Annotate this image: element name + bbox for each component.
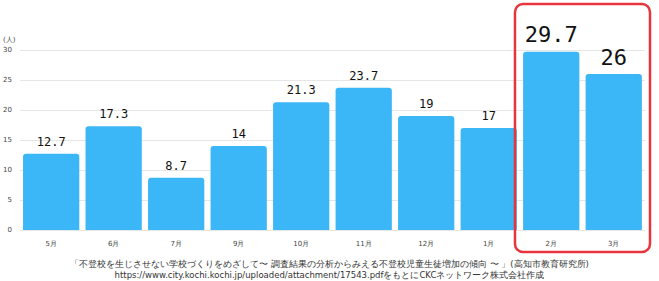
svg-text:25: 25	[3, 76, 12, 84]
svg-text:12.7: 12.7	[37, 135, 66, 149]
svg-text:3月: 3月	[608, 240, 619, 248]
svg-text:29.7: 29.7	[525, 22, 578, 47]
svg-text:21.3: 21.3	[287, 83, 316, 97]
svg-text:17: 17	[482, 109, 496, 123]
svg-text:(人): (人)	[3, 36, 16, 44]
svg-text:14: 14	[231, 127, 245, 141]
svg-text:26: 26	[600, 45, 627, 70]
svg-text:5: 5	[7, 196, 11, 204]
svg-text:「不登校を生じさせない学校づくりをめざして〜 調査結果の分析: 「不登校を生じさせない学校づくりをめざして〜 調査結果の分析からみえる不登校児童…	[70, 259, 589, 269]
svg-text:20: 20	[3, 106, 12, 114]
svg-text:10月: 10月	[293, 240, 309, 248]
svg-text:23.7: 23.7	[349, 69, 378, 83]
svg-text:19: 19	[419, 97, 433, 111]
svg-text:12月: 12月	[418, 240, 434, 248]
svg-text:7月: 7月	[170, 240, 181, 248]
svg-text:11月: 11月	[356, 240, 372, 248]
svg-text:https://www.city.kochi.kochi.j: https://www.city.kochi.kochi.jp/uploaded…	[115, 270, 545, 280]
svg-text:10: 10	[3, 166, 12, 174]
svg-text:30: 30	[3, 46, 12, 54]
svg-text:17.3: 17.3	[99, 107, 128, 121]
svg-text:5月: 5月	[45, 240, 56, 248]
svg-text:15: 15	[3, 136, 12, 144]
svg-text:1月: 1月	[483, 240, 494, 248]
svg-text:8.7: 8.7	[165, 159, 187, 173]
svg-text:9月: 9月	[233, 240, 244, 248]
svg-text:2月: 2月	[546, 240, 557, 248]
svg-text:6月: 6月	[108, 240, 119, 248]
svg-text:0: 0	[7, 226, 11, 234]
